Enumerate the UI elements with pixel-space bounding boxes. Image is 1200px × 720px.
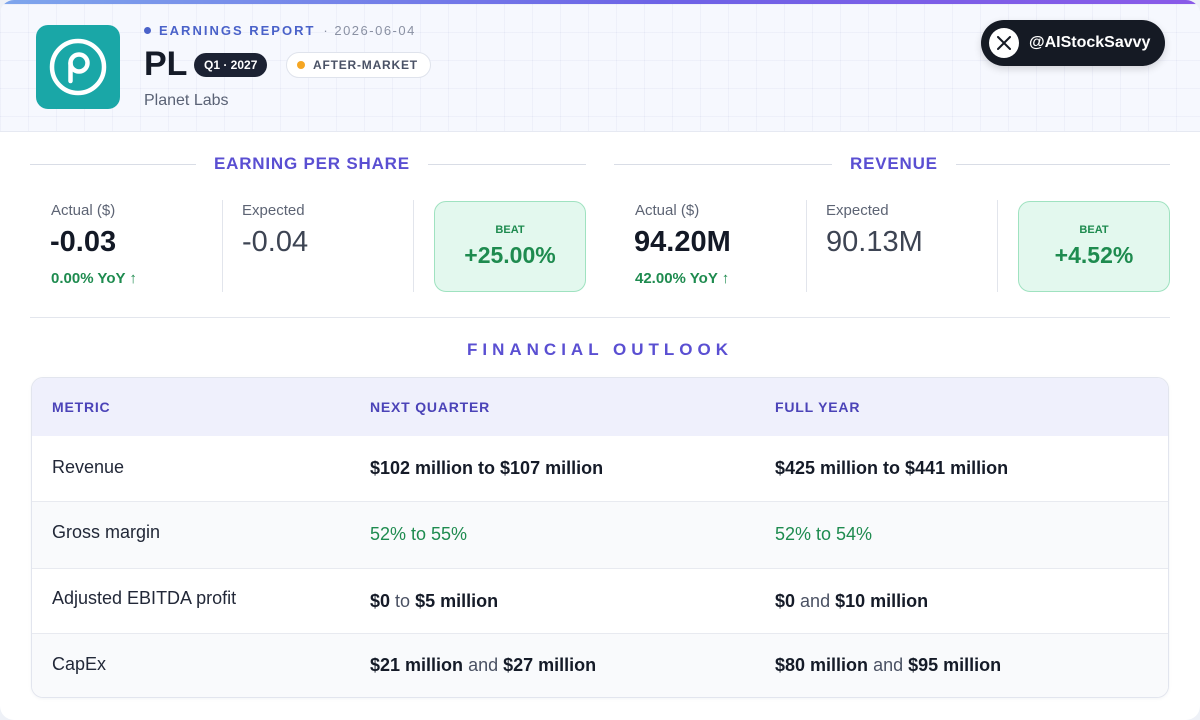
- revenue-actual-label: Actual ($): [635, 202, 700, 219]
- revenue-actual-value: 94.20M: [634, 226, 731, 258]
- column-header-full-year: FULL YEAR: [775, 399, 861, 415]
- eps-expected-value: -0.04: [242, 226, 309, 258]
- row-divider: [32, 501, 1168, 502]
- x-logo-icon: [989, 28, 1019, 58]
- eps-actual-label: Actual ($): [51, 202, 116, 219]
- connector-text: and: [468, 655, 499, 675]
- divider: [806, 200, 807, 292]
- report-kicker: EARNINGS REPORT · 2026-06-04: [144, 22, 416, 38]
- full-year-cell: $0 and $10 million: [775, 591, 928, 612]
- full-year-cell: 52% to 54%: [775, 524, 872, 545]
- value-text: $95 million: [908, 655, 1002, 675]
- table-header-row: METRIC NEXT QUARTER FULL YEAR: [32, 378, 1168, 436]
- handle-text: @AIStockSavvy: [1029, 34, 1151, 51]
- eps-expected-label: Expected: [242, 202, 305, 219]
- full-year-cell: $425 million to $441 million: [775, 458, 1008, 479]
- value-text: $0: [370, 591, 391, 611]
- accent-bar: [0, 0, 1200, 4]
- eps-yoy: 0.00% YoY ↑: [51, 270, 137, 287]
- eps-beat-value: +25.00%: [464, 242, 556, 268]
- next-quarter-cell: 52% to 55%: [370, 524, 467, 545]
- divider: [997, 200, 998, 292]
- kicker-dot: [144, 26, 151, 34]
- outlook-title: FINANCIAL OUTLOOK: [466, 340, 733, 359]
- social-handle-button[interactable]: @AIStockSavvy: [981, 20, 1165, 66]
- connector-text: and: [800, 591, 831, 611]
- value-text: $425 million to $441 million: [775, 458, 1009, 478]
- quarter-badge: Q1 · 2027: [194, 53, 268, 77]
- column-header-metric: METRIC: [52, 399, 111, 415]
- company-name: Planet Labs: [144, 92, 229, 109]
- connector-text: and: [873, 655, 904, 675]
- ticker-symbol: PL: [144, 45, 188, 83]
- session-label: AFTER-MARKET: [313, 58, 418, 72]
- revenue-expected-label: Expected: [826, 202, 889, 219]
- value-text: $80 million: [775, 655, 869, 675]
- value-text: $102 million to $107 million: [370, 458, 604, 478]
- value-text: 52% to 55%: [370, 524, 468, 544]
- row-divider: [32, 568, 1168, 569]
- metric-cell: Gross margin: [52, 522, 161, 542]
- value-text: $0: [775, 591, 796, 611]
- eps-beat-label: BEAT: [495, 224, 525, 236]
- divider: [413, 200, 414, 292]
- revenue-expected-value: 90.13M: [826, 226, 923, 258]
- revenue-beat-label: BEAT: [1079, 224, 1109, 236]
- company-logo: [36, 25, 120, 109]
- session-badge: AFTER-MARKET: [286, 52, 431, 78]
- next-quarter-cell: $102 million to $107 million: [370, 458, 603, 479]
- metric-cell: Adjusted EBITDA profit: [52, 588, 237, 608]
- divider: [222, 200, 223, 292]
- eps-beat-badge: BEAT +25.00%: [434, 201, 586, 292]
- revenue-beat-value: +4.52%: [1054, 242, 1134, 268]
- value-text: $21 million: [370, 655, 464, 675]
- row-divider: [32, 633, 1168, 634]
- outlook-table: METRIC NEXT QUARTER FULL YEAR Revenue $1…: [31, 377, 1169, 698]
- value-text: 52% to 54%: [775, 524, 873, 544]
- revenue-section-title: REVENUE: [614, 152, 1170, 176]
- table-row: Gross margin 52% to 55% 52% to 54%: [32, 502, 1168, 568]
- header: EARNINGS REPORT · 2026-06-04 PL Q1 · 202…: [0, 4, 1200, 132]
- report-date: · 2026-06-04: [323, 22, 416, 38]
- eps-actual-value: -0.03: [50, 226, 117, 258]
- value-text: $5 million: [415, 591, 499, 611]
- value-text: $27 million: [503, 655, 597, 675]
- column-header-next-quarter: NEXT QUARTER: [370, 399, 491, 415]
- metric-cell: CapEx: [52, 654, 107, 674]
- full-year-cell: $80 million and $95 million: [775, 655, 1001, 676]
- table-row: CapEx $21 million and $27 million $80 mi…: [32, 634, 1168, 697]
- kicker-label: EARNINGS REPORT: [159, 22, 316, 38]
- next-quarter-cell: $0 to $5 million: [370, 591, 498, 612]
- eps-section-title: EARNING PER SHARE: [30, 152, 586, 176]
- session-dot: [297, 61, 305, 69]
- next-quarter-cell: $21 million and $27 million: [370, 655, 596, 676]
- section-divider: [30, 317, 1170, 318]
- table-row: Adjusted EBITDA profit $0 to $5 million …: [32, 569, 1168, 633]
- metric-cell: Revenue: [52, 457, 125, 477]
- revenue-yoy: 42.00% YoY ↑: [635, 270, 730, 287]
- revenue-title: REVENUE: [850, 154, 938, 173]
- eps-title: EARNING PER SHARE: [214, 154, 410, 173]
- revenue-beat-badge: BEAT +4.52%: [1018, 201, 1170, 292]
- table-row: Revenue $102 million to $107 million $42…: [32, 436, 1168, 501]
- planet-labs-logo-icon: [49, 38, 107, 96]
- value-text: $10 million: [835, 591, 929, 611]
- connector-text: to: [395, 591, 411, 611]
